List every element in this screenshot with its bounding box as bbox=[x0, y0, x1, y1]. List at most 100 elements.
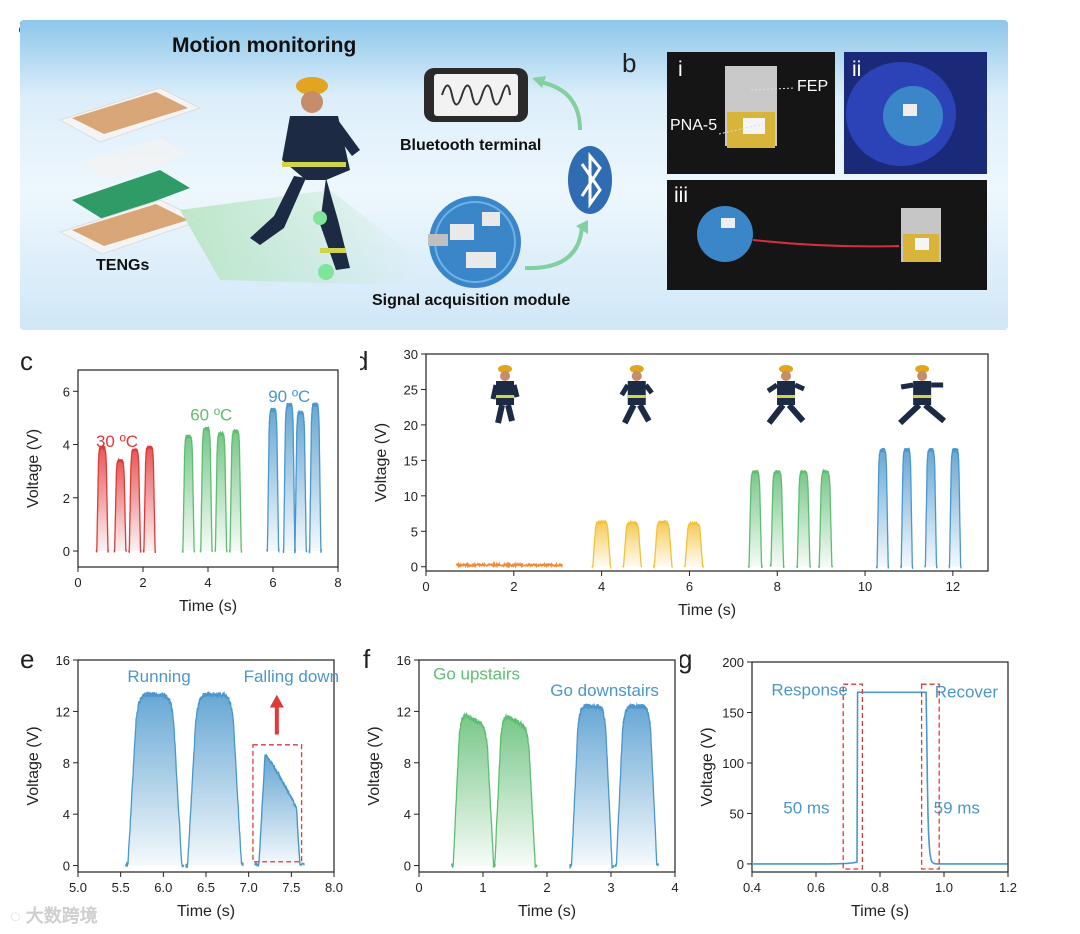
y-tick-label: 4 bbox=[63, 438, 70, 453]
panel-label-f: f bbox=[363, 644, 371, 674]
bluetooth-terminal-label: Bluetooth terminal bbox=[400, 137, 541, 155]
firefighter-pose-icon bbox=[622, 365, 652, 423]
response-highlight-box bbox=[843, 684, 862, 869]
y-axis-label: Voltage (V) bbox=[366, 726, 383, 805]
y-axis-label: Voltage (V) bbox=[373, 423, 390, 502]
pna-label: PNA-5 bbox=[670, 117, 717, 135]
x-tick-label: 4 bbox=[671, 880, 678, 895]
x-tick-label: 12 bbox=[946, 579, 960, 594]
annotation: 90 ºC bbox=[268, 387, 310, 406]
bluetooth-icon bbox=[568, 146, 612, 214]
y-tick-label: 8 bbox=[404, 756, 411, 771]
y-tick-label: 150 bbox=[722, 705, 744, 720]
y-tick-label: 25 bbox=[404, 382, 418, 397]
x-tick-label: 2 bbox=[543, 880, 550, 895]
pulse-area bbox=[570, 704, 614, 868]
y-tick-label: 4 bbox=[404, 807, 411, 822]
watermark-logo: ◌ 大数跨境 bbox=[10, 902, 98, 928]
y-tick-label: 0 bbox=[63, 859, 70, 874]
x-axis-label: Time (s) bbox=[179, 598, 237, 615]
chart-d: d 0 2 4 6 8 10 12 0 5 10 15 20 25 30 Time (s) Voltage (V… bbox=[360, 340, 1060, 630]
x-tick-label: 6 bbox=[686, 579, 693, 594]
x-axis-label: Time (s) bbox=[851, 903, 909, 920]
watermark-icon: ◌ bbox=[10, 906, 26, 926]
x-tick-label: 1.2 bbox=[999, 880, 1017, 895]
panel-b-label: b bbox=[622, 48, 636, 79]
annotation: 60 ºC bbox=[190, 406, 232, 425]
chart-c: c 0 2 4 6 8 0 2 4 6 Time (s) Voltage (V) 30 ºC 60 ºC 9… bbox=[0, 340, 360, 630]
x-tick-label: 0 bbox=[415, 880, 422, 895]
x-axis-label: Time (s) bbox=[177, 903, 235, 920]
chart-f: f0 1 2 3 40481216Time (s)Voltage (V)Go upsta… bbox=[355, 640, 695, 920]
x-tick-label: 10 bbox=[858, 579, 872, 594]
x-tick-label: 3 bbox=[607, 880, 614, 895]
x-tick-label: 0.4 bbox=[743, 880, 761, 895]
pulse-area bbox=[615, 704, 659, 867]
series-noise bbox=[457, 564, 562, 566]
annotation: Running bbox=[127, 667, 190, 686]
x-tick-label: 8.0 bbox=[325, 880, 343, 895]
y-tick-label: 16 bbox=[56, 653, 70, 668]
annotation: Falling down bbox=[244, 667, 339, 686]
x-tick-label: 2 bbox=[139, 575, 146, 590]
x-tick-label: 0.6 bbox=[807, 880, 825, 895]
signal-module-label: Signal acquisition module bbox=[372, 292, 570, 310]
y-tick-label: 6 bbox=[63, 384, 70, 399]
x-tick-label: 0 bbox=[74, 575, 81, 590]
x-tick-label: 7.0 bbox=[240, 880, 258, 895]
pulse-area bbox=[126, 692, 184, 867]
y-tick-label: 16 bbox=[397, 653, 411, 668]
y-tick-label: 30 bbox=[404, 347, 418, 362]
firefighter-pose-icon bbox=[900, 365, 944, 423]
y-tick-label: 5 bbox=[411, 524, 418, 539]
chart-e: e 5.0 5.5 6.0 6.5 7.0 7.5 8.0 0 4 8 12 16 Time (s) Vol… bbox=[0, 640, 360, 920]
y-tick-label: 8 bbox=[63, 756, 70, 771]
y-tick-label: 12 bbox=[56, 704, 70, 719]
x-tick-label: 7.5 bbox=[282, 880, 300, 895]
x-axis-label: Time (s) bbox=[518, 903, 576, 920]
x-tick-label: 8 bbox=[774, 579, 781, 594]
fep-label: FEP bbox=[797, 78, 828, 96]
photo-i-label: i bbox=[678, 58, 683, 82]
y-tick-label: 0 bbox=[737, 857, 744, 872]
phone-icon bbox=[424, 68, 528, 122]
y-tick-label: 10 bbox=[404, 489, 418, 504]
y-tick-label: 0 bbox=[63, 544, 70, 559]
y-tick-label: 100 bbox=[722, 756, 744, 771]
annotation: Go downstairs bbox=[550, 681, 659, 700]
x-tick-label: 6 bbox=[269, 575, 276, 590]
circuit-board-icon bbox=[428, 196, 521, 288]
y-tick-label: 0 bbox=[411, 560, 418, 575]
teng-stack-icon bbox=[60, 88, 202, 254]
annotation: Response bbox=[771, 680, 848, 699]
x-tick-label: 2 bbox=[510, 579, 517, 594]
pulse-area bbox=[452, 714, 496, 868]
series-line bbox=[752, 692, 1007, 864]
x-tick-label: 0.8 bbox=[871, 880, 889, 895]
tengs-label: TENGs bbox=[96, 257, 149, 275]
arrow-head-icon bbox=[270, 695, 284, 708]
x-tick-label: 4 bbox=[204, 575, 211, 590]
firefighter-pose-icon bbox=[493, 365, 517, 423]
panel-label-c: c bbox=[20, 346, 33, 376]
x-tick-label: 1.0 bbox=[935, 880, 953, 895]
annotation: Go upstairs bbox=[433, 664, 520, 683]
y-axis-label: Voltage (V) bbox=[25, 429, 42, 508]
x-tick-label: 6.5 bbox=[197, 880, 215, 895]
x-tick-label: 4 bbox=[598, 579, 605, 594]
y-tick-label: 0 bbox=[404, 859, 411, 874]
annotation: 50 ms bbox=[783, 798, 829, 817]
x-tick-label: 8 bbox=[334, 575, 341, 590]
y-tick-label: 15 bbox=[404, 453, 418, 468]
arrow-icon bbox=[540, 82, 580, 130]
x-tick-label: 1 bbox=[479, 880, 486, 895]
y-tick-label: 20 bbox=[404, 418, 418, 433]
y-tick-label: 4 bbox=[63, 807, 70, 822]
chart-g: g0.4 0.6 0.8 1.0 1.2050100150200Time (s)Volt… bbox=[680, 640, 1040, 920]
pulse-area bbox=[493, 715, 537, 867]
pulse-area bbox=[185, 692, 243, 868]
y-tick-label: 2 bbox=[63, 491, 70, 506]
panel-label-d: d bbox=[360, 346, 368, 376]
annotation: Recover bbox=[935, 682, 999, 701]
x-tick-label: 5.5 bbox=[112, 880, 130, 895]
